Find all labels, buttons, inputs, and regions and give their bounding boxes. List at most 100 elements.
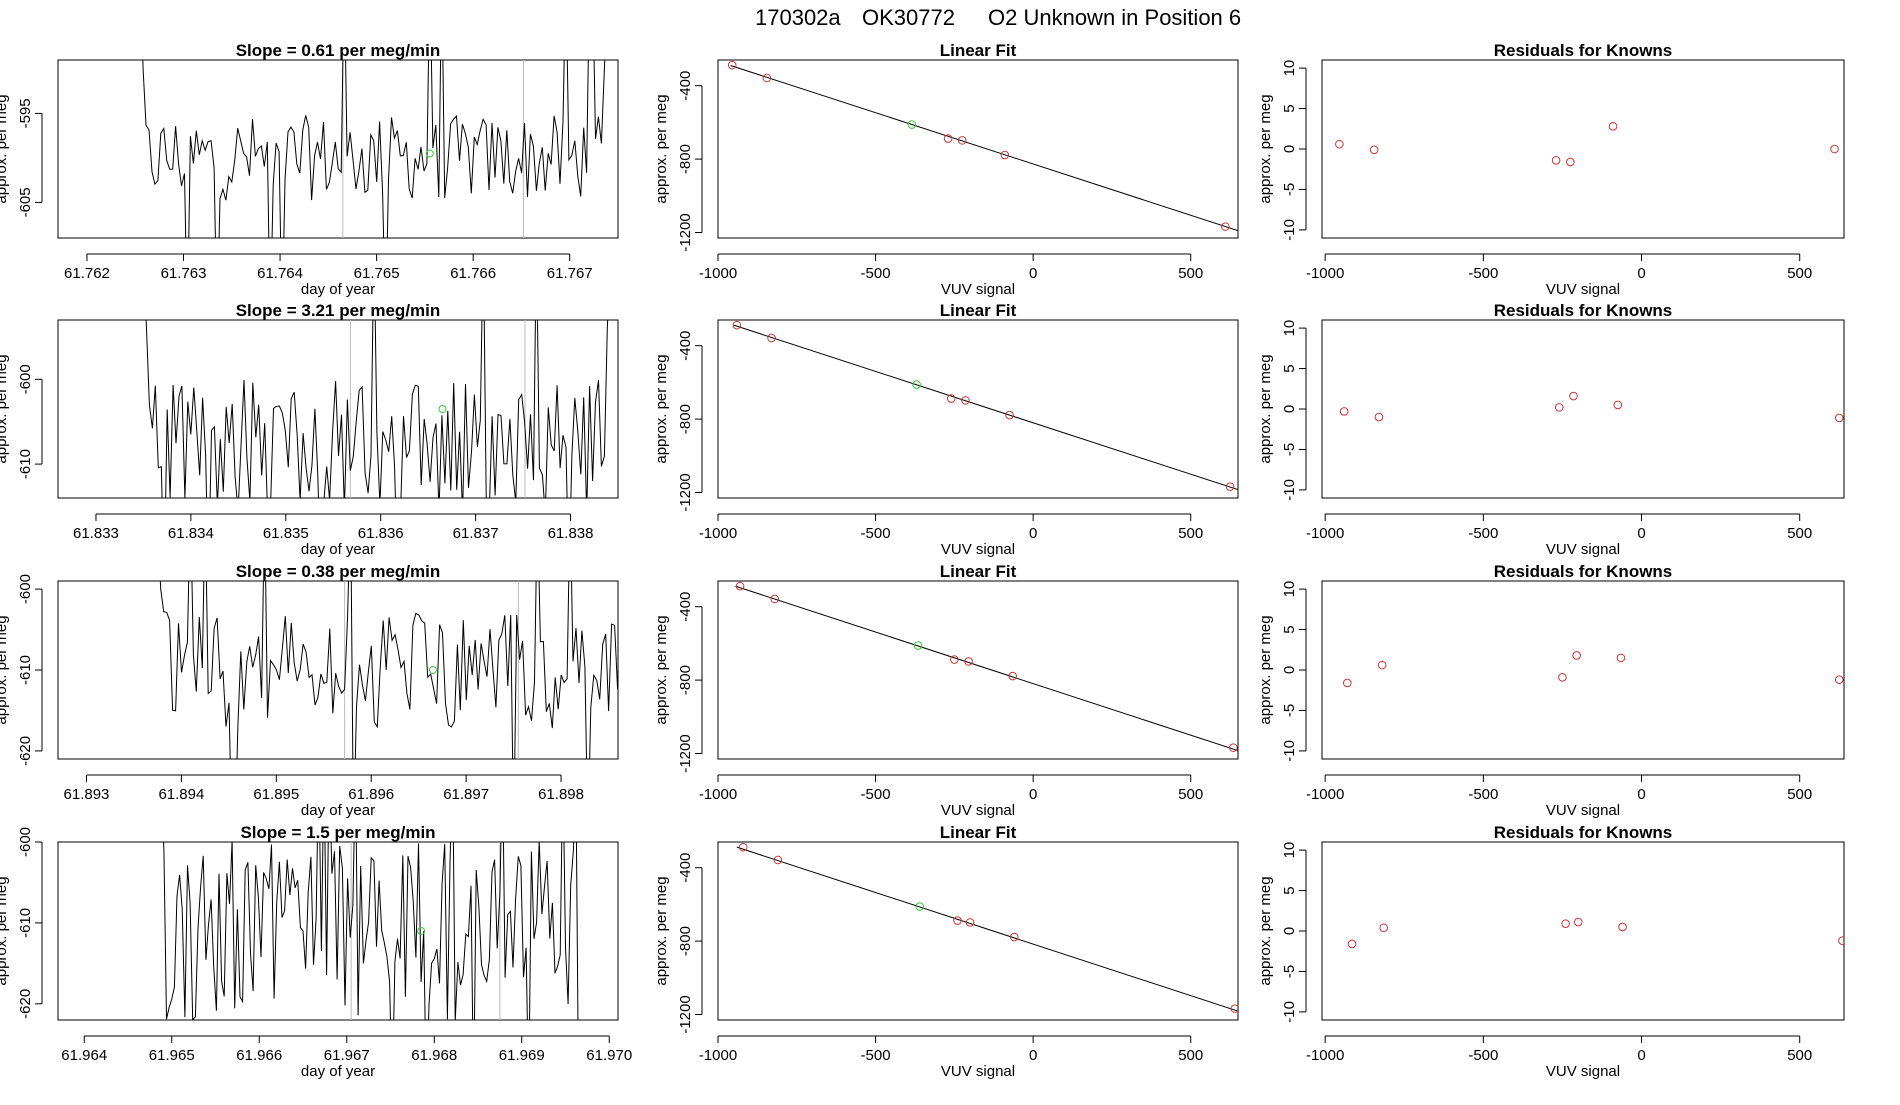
x-tick-label: 61.897 xyxy=(443,786,489,803)
fit-line xyxy=(735,585,1238,752)
panel-1-3: Residuals for Knowns -1000 -500 0 500 VUV sig… xyxy=(1257,41,1845,298)
x-tick-label: 61.762 xyxy=(64,265,110,282)
known-point xyxy=(1228,743,1238,752)
residual-point xyxy=(1551,156,1561,165)
y-axis-label: approx. per meg xyxy=(0,354,10,463)
x-tick-label: -1000 xyxy=(699,1047,737,1064)
y-tick-label: -620 xyxy=(17,736,34,766)
y-tick-label: -1200 xyxy=(677,473,694,511)
unknown-point xyxy=(907,120,917,129)
residual-point xyxy=(1834,675,1844,685)
x-tick-label: -500 xyxy=(861,786,891,803)
x-tick-label: 61.834 xyxy=(168,525,214,542)
x-tick-label: -1000 xyxy=(699,786,737,803)
known-point xyxy=(773,855,783,865)
panel-4-2: Linear Fit -1000 -500 0 500 VUV signal -400 -80… xyxy=(653,823,1239,1080)
x-tick-label: 61.893 xyxy=(64,786,110,803)
plot-area xyxy=(145,320,609,498)
x-tick-label: 0 xyxy=(1637,265,1645,282)
y-axis-label: approx. per meg xyxy=(0,876,10,985)
x-tick-label: 61.964 xyxy=(61,1047,107,1064)
x-axis-label: day of year xyxy=(301,541,375,558)
x-axis-label: VUV signal xyxy=(941,1063,1015,1080)
x-tick-label: 61.970 xyxy=(586,1047,632,1064)
y-tick-label: 0 xyxy=(1281,145,1298,153)
residual-point xyxy=(1379,923,1388,933)
plot-frame xyxy=(717,841,1239,1021)
chart-title: Linear Fit xyxy=(940,562,1017,581)
x-tick-label: 61.896 xyxy=(348,786,394,803)
plot-area xyxy=(159,581,618,759)
chart-title: Slope = 0.38 per meg/min xyxy=(236,562,441,581)
x-tick-label: 61.898 xyxy=(538,786,584,803)
x-tick-label: 61.838 xyxy=(548,525,594,542)
x-tick-label: -500 xyxy=(1468,265,1498,282)
residual-point xyxy=(1834,413,1844,423)
x-tick-label: -1000 xyxy=(1306,265,1344,282)
known-point xyxy=(1009,932,1019,942)
panel-4-3: Residuals for Knowns -1000 -500 0 500 VUV sig… xyxy=(1257,823,1845,1080)
panel-2-1: Slope = 3.21 per meg/min 61.833 61.834 61.8… xyxy=(0,301,619,558)
chart-title: Residuals for Knowns xyxy=(1494,41,1673,60)
x-tick-label: 0 xyxy=(1029,786,1037,803)
plot-area xyxy=(1339,391,1844,423)
residual-point xyxy=(1566,157,1575,167)
y-tick-label: -10 xyxy=(1281,479,1298,501)
plot-frame xyxy=(717,580,1239,760)
series-line xyxy=(163,842,579,1020)
residual-point xyxy=(1369,145,1379,155)
plot-frame xyxy=(1321,319,1845,499)
x-axis-label: day of year xyxy=(301,802,375,819)
panel-1-1: Slope = 0.61 per meg/min 61.762 61.763 61.7… xyxy=(0,41,619,298)
known-point xyxy=(1000,150,1010,160)
plot-area xyxy=(736,842,1238,1013)
known-point xyxy=(762,73,772,83)
unknown-point xyxy=(417,927,426,935)
known-point xyxy=(1221,222,1230,231)
chart-title: Linear Fit xyxy=(940,301,1017,320)
fit-line xyxy=(733,324,1238,491)
plot-frame xyxy=(57,580,619,760)
plot-area xyxy=(735,581,1238,752)
x-tick-label: 500 xyxy=(1787,1047,1812,1064)
panel-3-2: Linear Fit -1000 -500 0 500 VUV signal -400 -80… xyxy=(653,562,1239,819)
y-tick-label: -10 xyxy=(1281,740,1298,762)
x-axis-label: VUV signal xyxy=(1546,541,1620,558)
known-point xyxy=(946,394,956,403)
x-tick-label: 61.836 xyxy=(358,525,404,542)
series-line xyxy=(145,320,609,498)
plot-frame xyxy=(57,841,619,1021)
residual-point xyxy=(1343,678,1352,688)
plot-area xyxy=(1335,122,1839,167)
y-tick-label: -400 xyxy=(677,853,694,883)
unknown-point xyxy=(428,666,437,674)
panel-4-1: Slope = 1.5 per meg/min 61.964 61.965 61.96… xyxy=(0,823,632,1080)
x-tick-label: 61.837 xyxy=(453,525,499,542)
residual-point xyxy=(1618,922,1627,932)
residual-point xyxy=(1573,917,1583,927)
x-tick-label: -1000 xyxy=(699,525,737,542)
known-point xyxy=(1230,1004,1238,1013)
known-point xyxy=(957,136,967,145)
y-tick-label: 10 xyxy=(1281,581,1298,598)
known-point xyxy=(732,320,742,330)
y-tick-label: -610 xyxy=(17,449,34,479)
known-point xyxy=(943,134,953,143)
series-line xyxy=(159,581,618,759)
y-axis-label: approx. per meg xyxy=(0,615,10,724)
y-tick-label: -400 xyxy=(677,331,694,361)
y-tick-label: -5 xyxy=(1281,704,1298,717)
x-tick-label: 61.965 xyxy=(149,1047,195,1064)
residual-point xyxy=(1554,403,1564,412)
x-tick-label: -500 xyxy=(861,265,891,282)
x-tick-label: -500 xyxy=(1468,1047,1498,1064)
y-tick-label: 5 xyxy=(1281,886,1298,894)
y-tick-label: -800 xyxy=(677,926,694,956)
x-tick-label: -1000 xyxy=(699,265,737,282)
residual-point xyxy=(1608,122,1618,131)
y-tick-label: 10 xyxy=(1281,60,1298,77)
y-tick-label: 0 xyxy=(1281,666,1298,674)
x-tick-label: 61.833 xyxy=(73,525,119,542)
